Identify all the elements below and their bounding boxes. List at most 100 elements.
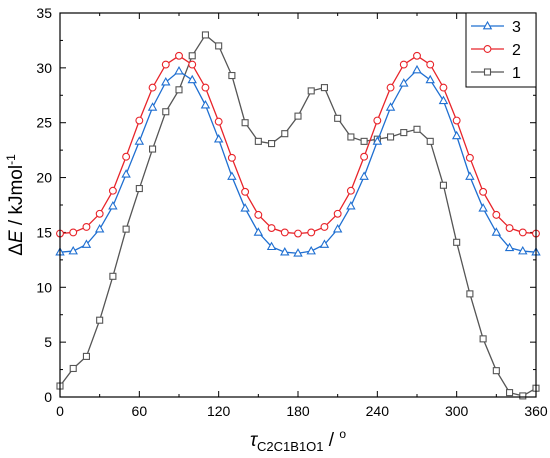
data-point-3 bbox=[504, 242, 515, 252]
data-point-1 bbox=[135, 184, 143, 193]
data-point-2 bbox=[465, 153, 474, 162]
data-point-3 bbox=[412, 64, 422, 74]
data-point-3 bbox=[319, 239, 330, 248]
data-point-2 bbox=[241, 187, 250, 196]
data-point-3 bbox=[213, 134, 224, 143]
data-point-1 bbox=[400, 129, 408, 137]
data-point-3 bbox=[438, 95, 449, 105]
data-point-1 bbox=[387, 133, 395, 141]
data-point-2 bbox=[307, 228, 316, 237]
data-point-3 bbox=[465, 171, 475, 180]
data-point-3 bbox=[518, 245, 528, 255]
data-point-2 bbox=[135, 116, 144, 125]
data-point-2 bbox=[148, 83, 157, 92]
data-point-3 bbox=[240, 203, 250, 212]
x-tick-label: 300 bbox=[445, 403, 469, 419]
tick-labels: 0 60 120 180 240 300 360 0 5 10 15 20 25 30 35 bbox=[36, 5, 547, 419]
data-point-1 bbox=[241, 119, 249, 127]
data-point-1 bbox=[334, 114, 342, 122]
data-point-2 bbox=[214, 117, 223, 126]
data-point-3 bbox=[68, 245, 78, 255]
data-point-3 bbox=[253, 227, 264, 236]
data-point-1 bbox=[413, 125, 421, 133]
data-point-1 bbox=[466, 290, 474, 298]
x-label-separator: / bbox=[324, 430, 340, 451]
data-point-1 bbox=[268, 140, 276, 148]
data-point-1 bbox=[69, 364, 77, 373]
data-point-1 bbox=[307, 87, 315, 95]
data-point-1 bbox=[426, 137, 434, 145]
data-point-1 bbox=[228, 71, 236, 80]
legend-swatch-marker bbox=[483, 45, 492, 53]
data-point-1 bbox=[254, 137, 262, 145]
y-label-symbol: E bbox=[6, 230, 27, 243]
data-point-1 bbox=[96, 316, 104, 324]
data-point-2 bbox=[373, 116, 382, 125]
data-point-3 bbox=[280, 247, 290, 256]
data-point-3 bbox=[81, 239, 92, 248]
data-point-3 bbox=[491, 227, 502, 236]
x-tick-label: 120 bbox=[207, 403, 231, 419]
data-point-1 bbox=[162, 108, 170, 116]
legend-swatch-marker bbox=[482, 20, 493, 30]
data-point-2 bbox=[161, 60, 170, 69]
data-point-1 bbox=[122, 225, 130, 233]
x-axis-label: τC2C1B1O1 / o bbox=[250, 427, 346, 454]
y-tick-label: 10 bbox=[36, 279, 52, 295]
data-point-3 bbox=[478, 203, 488, 212]
y-tick-label: 35 bbox=[36, 5, 52, 21]
data-point-3 bbox=[306, 245, 316, 255]
data-point-1 bbox=[175, 86, 183, 94]
data-point-3 bbox=[332, 224, 343, 233]
data-point-1 bbox=[492, 367, 500, 375]
data-point-2 bbox=[280, 228, 289, 237]
data-point-2 bbox=[452, 116, 461, 125]
legend-item-2: 2 bbox=[471, 42, 521, 59]
data-point-1 bbox=[215, 42, 223, 50]
data-point-2 bbox=[122, 152, 131, 161]
data-point-3 bbox=[134, 136, 145, 145]
y-tick-label: 0 bbox=[44, 389, 52, 405]
data-point-2 bbox=[201, 83, 210, 92]
data-point-1 bbox=[109, 272, 117, 280]
data-point-1 bbox=[82, 352, 90, 360]
data-point-3 bbox=[399, 78, 409, 87]
data-point-2 bbox=[294, 229, 302, 238]
legend-item-3: 3 bbox=[471, 19, 521, 36]
data-point-2 bbox=[413, 51, 421, 60]
y-tick-label: 30 bbox=[36, 60, 52, 76]
legend: 3 2 1 bbox=[465, 12, 537, 88]
data-point-2 bbox=[505, 224, 514, 232]
data-point-3 bbox=[94, 224, 105, 233]
series-layer bbox=[55, 31, 541, 400]
data-point-2 bbox=[267, 224, 276, 232]
data-point-2 bbox=[108, 186, 117, 195]
data-point-2 bbox=[386, 83, 395, 92]
data-point-3 bbox=[161, 76, 171, 86]
data-point-2 bbox=[95, 209, 104, 218]
legend-label: 1 bbox=[512, 65, 521, 82]
x-tick-label: 360 bbox=[524, 403, 548, 419]
x-tick-label: 240 bbox=[366, 403, 390, 419]
y-label-unit: / kJmol bbox=[6, 165, 27, 230]
data-point-1 bbox=[294, 112, 302, 120]
x-label-symbol: τ bbox=[250, 430, 259, 451]
data-point-3 bbox=[425, 74, 435, 84]
plot-background bbox=[60, 13, 536, 397]
y-tick-label: 5 bbox=[44, 334, 52, 350]
data-point-3 bbox=[451, 130, 462, 140]
data-point-3 bbox=[227, 171, 237, 180]
data-point-1 bbox=[188, 52, 196, 60]
data-point-3 bbox=[200, 100, 211, 109]
data-point-2 bbox=[82, 222, 91, 231]
data-point-2 bbox=[492, 210, 501, 219]
legend-item-1: 1 bbox=[471, 65, 521, 82]
data-point-2 bbox=[360, 152, 369, 161]
data-point-2 bbox=[320, 222, 329, 231]
legend-items: 3 2 1 bbox=[471, 19, 521, 82]
data-point-3 bbox=[147, 102, 158, 111]
data-point-3 bbox=[121, 169, 131, 178]
plot-frame bbox=[59, 12, 537, 398]
data-point-2 bbox=[479, 187, 488, 196]
